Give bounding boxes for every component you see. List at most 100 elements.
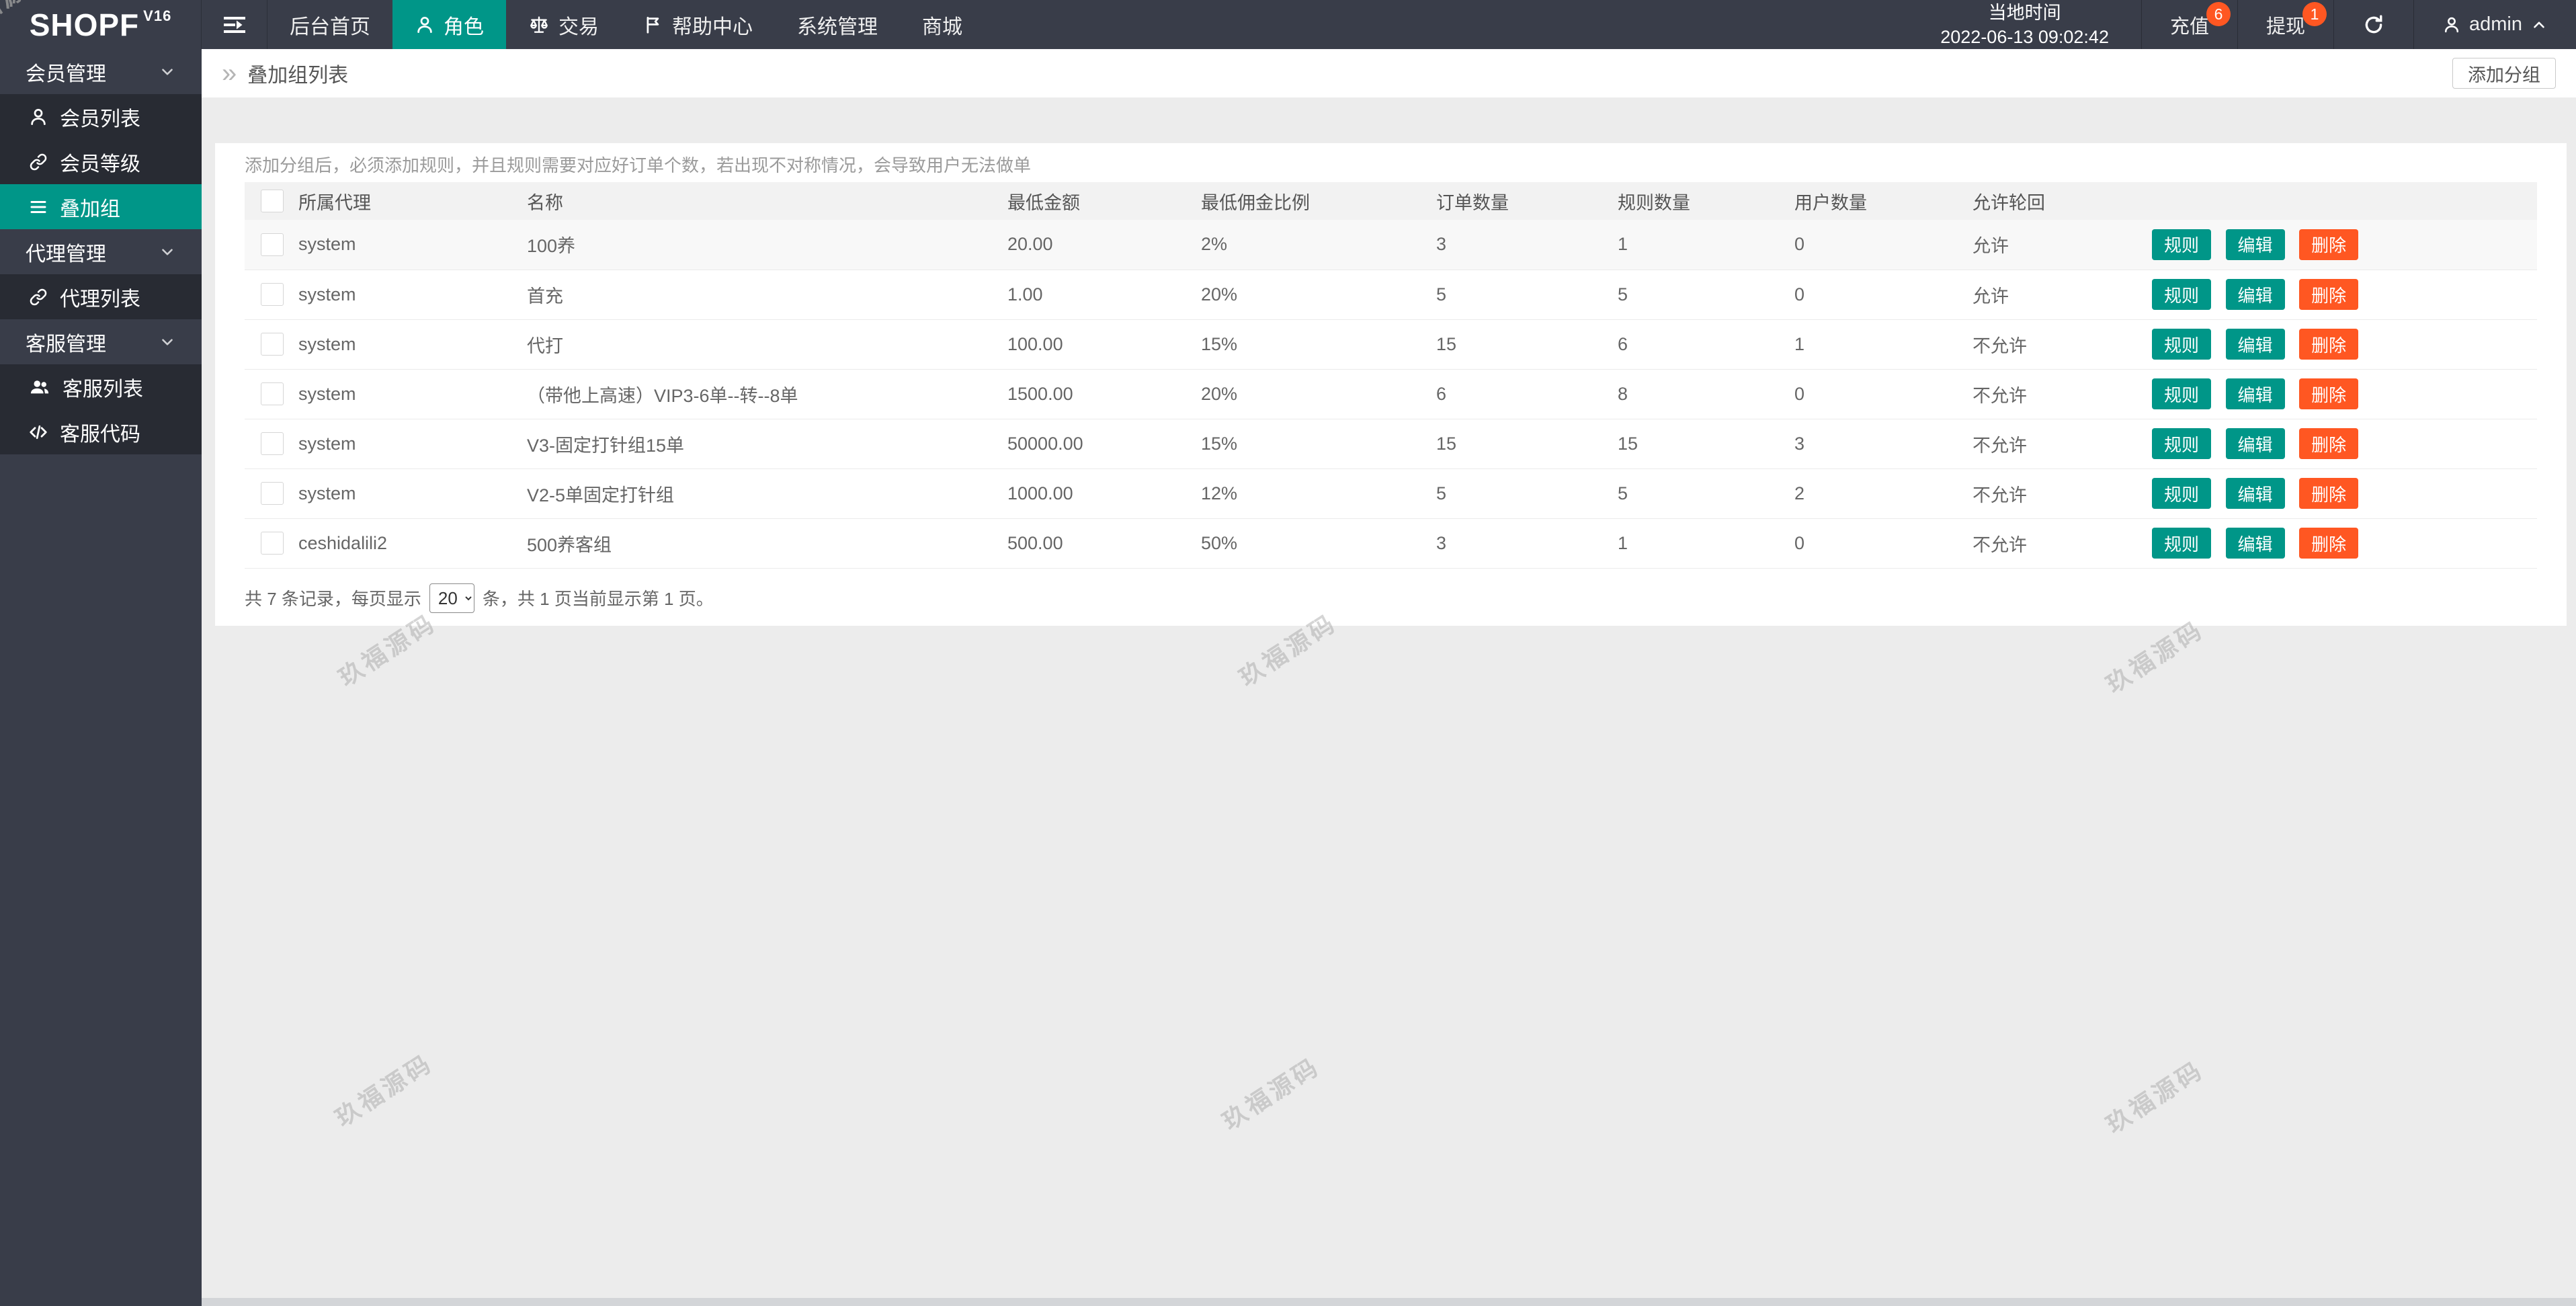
cell-min-amount: 1500.00: [1007, 383, 1073, 404]
cell-actions: 规则 编辑 删除: [2152, 419, 2537, 468]
sidebar-group-agent[interactable]: 代理管理: [0, 229, 202, 274]
edit-button[interactable]: 编辑: [2225, 528, 2285, 559]
nav-item-trade[interactable]: 交易: [506, 0, 621, 49]
nav-item-label: 帮助中心: [672, 15, 753, 38]
cell-cycle: 不允许: [1972, 335, 2027, 356]
cell-orders: 15: [1436, 433, 1457, 454]
withdraw-badge: 1: [2302, 2, 2327, 26]
delete-button[interactable]: 删除: [2299, 279, 2359, 310]
nav-item-label: 商城: [922, 15, 962, 38]
refresh-button[interactable]: [2333, 0, 2413, 49]
main-content: » 叠加组列表 添加分组 添加分组后，必须添加规则，并且规则需要对应好订单个数，…: [202, 49, 2576, 1306]
row-checkbox[interactable]: [261, 233, 284, 256]
row-checkbox[interactable]: [261, 382, 284, 405]
cell-min-amount: 1.00: [1007, 284, 1043, 304]
cell-users: 0: [1794, 234, 1805, 255]
cell-agent: system: [298, 433, 356, 454]
nav-item-label: 角色: [444, 15, 484, 38]
cell-orders: 5: [1436, 284, 1447, 304]
cell-cycle: 不允许: [1972, 485, 2027, 505]
cell-orders: 3: [1436, 234, 1447, 255]
main-nav: 后台首页 角色 交易 帮助中心 系统管理 商城: [267, 0, 985, 49]
chevron-down-icon: [162, 248, 173, 255]
sidebar-item-member-list[interactable]: 会员列表: [0, 94, 202, 139]
rules-button[interactable]: 规则: [2152, 478, 2212, 509]
nav-item-dashboard[interactable]: 后台首页: [267, 0, 392, 49]
pagination-text-before: 共 7 条记录，每页显示: [245, 589, 421, 609]
sidebar-toggle-button[interactable]: [202, 0, 267, 49]
sidebar-item-stack-group[interactable]: 叠加组: [0, 184, 202, 229]
delete-button[interactable]: 删除: [2299, 478, 2359, 509]
delete-button[interactable]: 删除: [2299, 329, 2359, 360]
local-time-label: 当地时间: [1988, 2, 2061, 23]
table-body: system 100养 20.00 2% 3 1 0 允许 规则 编辑 删除 s…: [245, 220, 2537, 568]
hint-text: 添加分组后，必须添加规则，并且规则需要对应好订单个数，若出现不对称情况，会导致用…: [245, 155, 1032, 175]
user-icon: [2444, 17, 2459, 32]
cell-min-rate: 2%: [1201, 234, 1228, 255]
cell-rules: 1: [1618, 532, 1628, 553]
edit-button[interactable]: 编辑: [2225, 378, 2285, 409]
menu-spread-icon: [223, 16, 245, 33]
sidebar-group-label: 客服管理: [26, 333, 106, 356]
sidebar-item-service-code[interactable]: 客服代码: [0, 409, 202, 454]
app-logo: SHOPF V16: [0, 0, 202, 49]
col-header-min-rate: 最低佣金比例: [1201, 192, 1310, 213]
sidebar-group-service[interactable]: 客服管理: [0, 319, 202, 364]
row-checkbox[interactable]: [261, 532, 284, 555]
cell-users: 0: [1794, 284, 1805, 304]
rules-button[interactable]: 规则: [2152, 528, 2212, 559]
cell-actions: 规则 编辑 删除: [2152, 220, 2537, 270]
page-size-select[interactable]: 20: [429, 583, 474, 613]
select-all-checkbox[interactable]: [261, 190, 284, 212]
rules-button[interactable]: 规则: [2152, 229, 2212, 260]
delete-button[interactable]: 删除: [2299, 378, 2359, 409]
code-icon: [30, 425, 47, 439]
row-checkbox[interactable]: [261, 283, 284, 306]
rules-button[interactable]: 规则: [2152, 279, 2212, 310]
sidebar-item-service-list[interactable]: 客服列表: [0, 364, 202, 409]
horizontal-scrollbar[interactable]: [202, 1298, 2576, 1306]
cell-agent: ceshidalili2: [298, 532, 388, 553]
sidebar-item-member-level[interactable]: 会员等级: [0, 139, 202, 184]
cell-min-rate: 15%: [1201, 433, 1238, 454]
cell-cycle: 不允许: [1972, 435, 2027, 456]
local-time: 当地时间 2022-06-13 09:02:42: [1908, 0, 2141, 49]
rules-button[interactable]: 规则: [2152, 428, 2212, 459]
recharge-button[interactable]: 充值 6: [2141, 0, 2237, 49]
row-checkbox[interactable]: [261, 333, 284, 356]
nav-item-system[interactable]: 系统管理: [775, 0, 900, 49]
chevron-down-icon: [162, 338, 173, 345]
edit-button[interactable]: 编辑: [2225, 428, 2285, 459]
rules-button[interactable]: 规则: [2152, 329, 2212, 360]
list-icon: [30, 200, 46, 213]
col-header-cycle: 允许轮回: [1972, 192, 2045, 213]
delete-button[interactable]: 删除: [2299, 428, 2359, 459]
add-group-button[interactable]: 添加分组: [2452, 58, 2556, 89]
nav-item-label: 系统管理: [797, 15, 878, 38]
withdraw-button[interactable]: 提现 1: [2237, 0, 2333, 49]
sidebar-item-agent-list[interactable]: 代理列表: [0, 274, 202, 319]
table-row: system 代打 100.00 15% 15 6 1 不允许 规则 编辑 删除: [245, 319, 2537, 369]
edit-button[interactable]: 编辑: [2225, 279, 2285, 310]
sidebar-group-member[interactable]: 会员管理: [0, 49, 202, 94]
user-menu[interactable]: admin: [2413, 0, 2576, 49]
cell-name: V2-5单固定打针组: [527, 485, 675, 505]
delete-button[interactable]: 删除: [2299, 528, 2359, 559]
sidebar-item-label: 客服列表: [63, 378, 143, 401]
edit-button[interactable]: 编辑: [2225, 478, 2285, 509]
nav-item-help-center[interactable]: 帮助中心: [621, 0, 775, 49]
table-row: system （带他上高速）VIP3-6单--转--8单 1500.00 20%…: [245, 369, 2537, 419]
cell-actions: 规则 编辑 删除: [2152, 319, 2537, 369]
row-checkbox[interactable]: [261, 482, 284, 505]
nav-item-roles[interactable]: 角色: [392, 0, 506, 49]
rules-button[interactable]: 规则: [2152, 378, 2212, 409]
col-header-name: 名称: [527, 192, 563, 213]
edit-button[interactable]: 编辑: [2225, 229, 2285, 260]
edit-button[interactable]: 编辑: [2225, 329, 2285, 360]
row-checkbox[interactable]: [261, 432, 284, 455]
nav-item-mall[interactable]: 商城: [900, 0, 985, 49]
delete-button[interactable]: 删除: [2299, 229, 2359, 260]
recharge-label: 充值: [2169, 15, 2209, 38]
cell-actions: 规则 编辑 删除: [2152, 468, 2537, 518]
sidebar: 会员管理 会员列表 会员等级 叠加组 代理管理: [0, 49, 202, 1306]
